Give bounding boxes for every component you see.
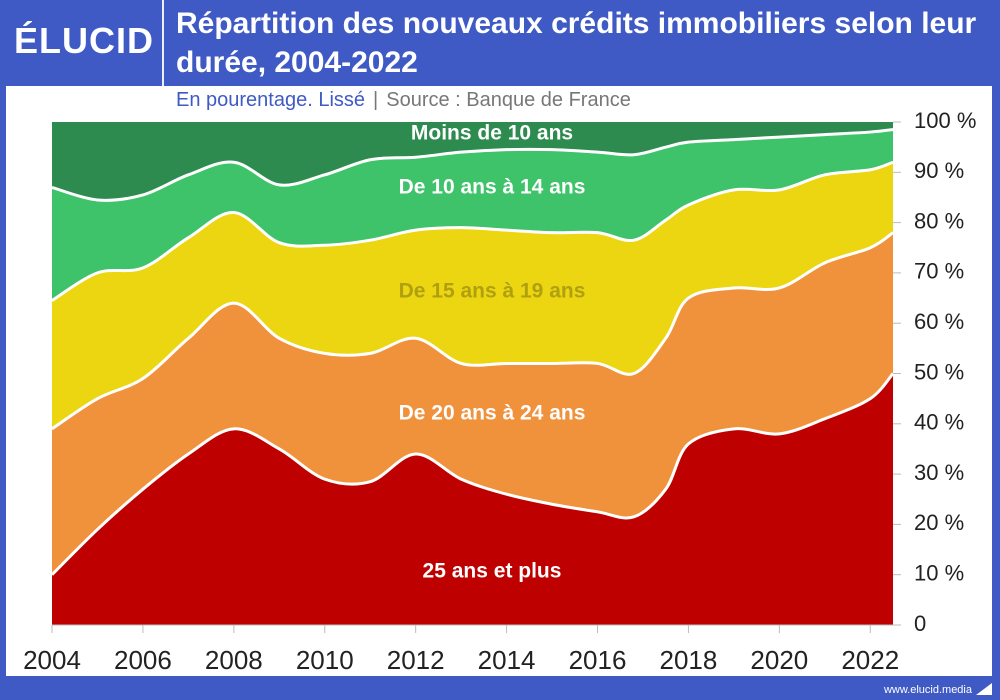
- elucid-logo: ÉLUCID: [14, 20, 154, 61]
- y-tick-label: 50 %: [914, 359, 964, 384]
- area-de-15-ans-19-ans: [52, 162, 893, 429]
- series-label: De 10 ans à 14 ans: [399, 176, 586, 199]
- chart-subtitle: En pourentage. Lissé | Source : Banque de …: [176, 89, 631, 112]
- header: ÉLUCID Répartition des nouveaux crédits …: [0, 0, 1000, 86]
- x-tick-label: 2010: [296, 645, 354, 675]
- y-tick-label: 60 %: [914, 309, 964, 334]
- x-tick-label: 2018: [660, 645, 718, 675]
- series-label: De 15 ans à 19 ans: [399, 280, 586, 303]
- series-label: Moins de 10 ans: [411, 122, 573, 145]
- chart-title: Répartition des nouveaux crédits immobil…: [176, 7, 977, 79]
- y-tick-label: 90 %: [914, 158, 964, 183]
- boundary-lines-group: [50, 128, 895, 576]
- y-tick-label: 10 %: [914, 561, 964, 586]
- elucid-mark-icon: [976, 683, 992, 695]
- x-tick-label: 2004: [23, 645, 81, 675]
- y-tick-label: 0: [914, 611, 926, 636]
- x-tick-label: 2014: [478, 645, 536, 675]
- x-tick-label: 2012: [387, 645, 445, 675]
- y-tick-label: 40 %: [914, 410, 964, 435]
- series-label: 25 ans et plus: [423, 560, 562, 583]
- boundary-line: [50, 372, 895, 576]
- x-tick-label: 2020: [750, 645, 808, 675]
- area-25-ans-et-plus: [52, 373, 893, 625]
- y-tick-label: 80 %: [914, 208, 964, 233]
- y-tick-label: 30 %: [914, 460, 964, 485]
- x-axis: 2004 2006 2008 2010 2012 2014 2016 2018 2020 2022: [23, 624, 899, 675]
- y-tick-label: 70 %: [914, 259, 964, 284]
- area-de-10-ans-14-ans: [52, 129, 893, 301]
- x-tick-label: 2008: [205, 645, 263, 675]
- x-tick-label: 2006: [114, 645, 172, 675]
- subtitle-text: En pourentage. Lissé: [176, 89, 366, 111]
- subtitle-separator: |: [373, 89, 379, 111]
- area-de-20-ans-24-ans: [52, 232, 893, 575]
- boundary-line: [51, 128, 894, 202]
- y-tick-label: 20 %: [914, 510, 964, 535]
- series-label: De 20 ans à 24 ans: [399, 402, 586, 425]
- areas-group: [52, 122, 893, 625]
- x-tick-label: 2016: [569, 645, 627, 675]
- boundary-line: [51, 160, 894, 302]
- boundary-line: [51, 231, 894, 431]
- footer-url[interactable]: www.elucid.media: [883, 684, 972, 696]
- series-labels-group: 25 ans et plus De 20 ans à 24 ans De 15 an…: [399, 122, 586, 583]
- source-text: Source : Banque de France: [386, 89, 631, 111]
- header-divider: [162, 0, 164, 86]
- x-tick-label: 2022: [841, 645, 899, 675]
- y-axis: 0 10 % 20 % 30 % 40 % 50 % 60 % 70 % 80 % 90 % 100…: [893, 108, 976, 636]
- y-tick-label: 100 %: [914, 108, 976, 133]
